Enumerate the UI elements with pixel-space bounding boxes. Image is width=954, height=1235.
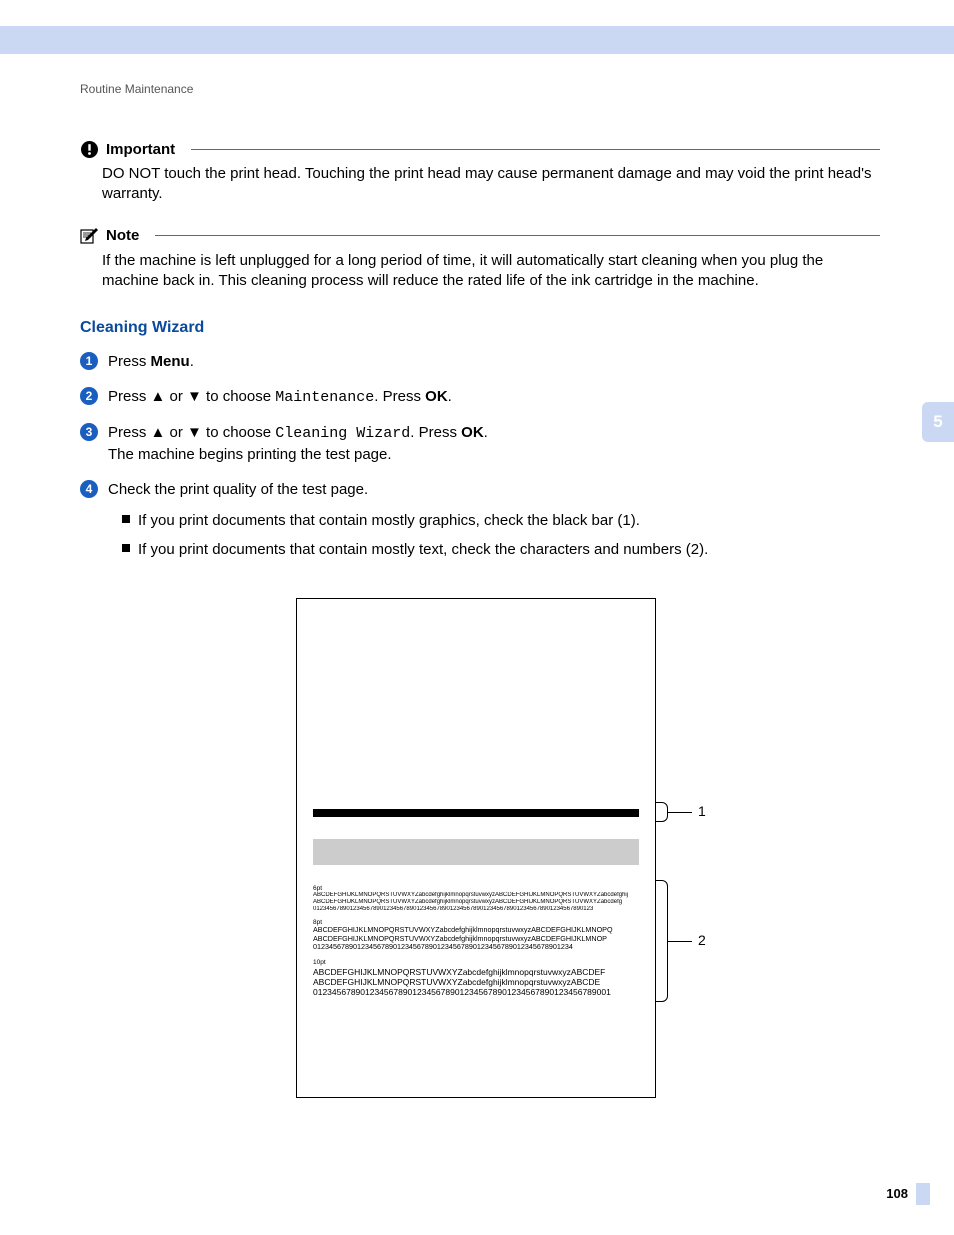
important-header: Important	[80, 140, 880, 158]
test-page-diagram: 6pt ABCDEFGHIJKLMNOPQRSTUVWXYZabcdefghij…	[296, 598, 716, 1118]
step-number-badge: 4	[80, 480, 98, 498]
text: If you print documents that contain most…	[138, 510, 640, 531]
text: If you print documents that contain most…	[138, 539, 708, 560]
important-title: Important	[106, 141, 175, 158]
gray-bar	[313, 839, 639, 865]
text: . Press	[410, 424, 461, 441]
note-icon	[80, 227, 98, 245]
list-item: If you print documents that contain most…	[122, 510, 708, 531]
text: Press	[108, 353, 151, 370]
section-title: Cleaning Wizard	[80, 319, 880, 337]
step-body: Press Menu.	[108, 351, 194, 372]
sample-line: ABCDEFGHIJKLMNOPQRSTUVWXYZabcdefghijklmn…	[313, 935, 639, 943]
text-sample-6pt: 6pt ABCDEFGHIJKLMNOPQRSTUVWXYZabcdefghij…	[313, 885, 639, 913]
text: Check the print quality of the test page…	[108, 481, 368, 498]
step-1: 1 Press Menu.	[80, 351, 880, 372]
text: Press ▲ or ▼ to choose	[108, 424, 275, 441]
note-body: If the machine is left unplugged for a l…	[80, 251, 880, 292]
text: . Press	[374, 388, 425, 405]
ok-key: OK	[461, 424, 484, 441]
menu-option: Cleaning Wizard	[275, 425, 410, 442]
step-number-badge: 1	[80, 352, 98, 370]
sample-line: ABCDEFGHIJKLMNOPQRSTUVWXYZabcdefghijklmn…	[313, 899, 639, 906]
text: .	[484, 424, 488, 441]
rule-line	[191, 149, 880, 150]
callout-label-1: 1	[698, 803, 706, 819]
step-4: 4 Check the print quality of the test pa…	[80, 479, 880, 568]
important-body: DO NOT touch the print head. Touching th…	[80, 164, 880, 205]
pt-label: 8pt	[313, 919, 639, 926]
callout-bracket	[656, 880, 668, 1002]
bullet-list: If you print documents that contain most…	[122, 510, 708, 560]
square-bullet-icon	[122, 544, 130, 552]
note-header: Note	[80, 227, 880, 245]
top-banner	[0, 26, 954, 54]
leader-line	[668, 941, 692, 942]
sample-line: ABCDEFGHIJKLMNOPQRSTUVWXYZabcdefghijklmn…	[313, 892, 639, 899]
step-body: Check the print quality of the test page…	[108, 479, 708, 568]
page-content: Important DO NOT touch the print head. T…	[80, 140, 880, 582]
callout-bracket	[656, 802, 668, 822]
note-callout: Note If the machine is left unplugged fo…	[80, 227, 880, 292]
leader-line	[668, 812, 692, 813]
sample-line: ABCDEFGHIJKLMNOPQRSTUVWXYZabcdefghijklmn…	[313, 967, 639, 977]
step-number-badge: 3	[80, 423, 98, 441]
step-body: Press ▲ or ▼ to choose Cleaning Wizard. …	[108, 422, 488, 465]
sample-line: ABCDEFGHIJKLMNOPQRSTUVWXYZabcdefghijklmn…	[313, 926, 639, 934]
page-number: 108	[886, 1186, 908, 1201]
step-body: Press ▲ or ▼ to choose Maintenance. Pres…	[108, 386, 452, 408]
text-sample-10pt: 10pt ABCDEFGHIJKLMNOPQRSTUVWXYZabcdefghi…	[313, 959, 639, 997]
chapter-tab: 5	[922, 402, 954, 442]
important-callout: Important DO NOT touch the print head. T…	[80, 140, 880, 205]
step-number-badge: 2	[80, 387, 98, 405]
text: .	[190, 353, 194, 370]
text-sample-8pt: 8pt ABCDEFGHIJKLMNOPQRSTUVWXYZabcdefghij…	[313, 919, 639, 951]
pt-label: 6pt	[313, 885, 639, 892]
ok-key: OK	[425, 388, 448, 405]
sample-line: 0123456789012345678901234567890123456789…	[313, 943, 639, 951]
black-bar	[313, 809, 639, 817]
text: Press ▲ or ▼ to choose	[108, 388, 275, 405]
rule-line	[155, 235, 880, 236]
menu-option: Maintenance	[275, 389, 374, 406]
exclamation-icon	[80, 140, 98, 158]
page-number-tab	[916, 1183, 930, 1205]
pt-label: 10pt	[313, 959, 639, 967]
sample-line: 0123456789012345678901234567890123456789…	[313, 987, 639, 997]
note-title: Note	[106, 227, 139, 244]
sample-line: 0123456789012345678901234567890123456789…	[313, 906, 639, 913]
test-page-sheet: 6pt ABCDEFGHIJKLMNOPQRSTUVWXYZabcdefghij…	[296, 598, 656, 1098]
square-bullet-icon	[122, 515, 130, 523]
list-item: If you print documents that contain most…	[122, 539, 708, 560]
sample-line: ABCDEFGHIJKLMNOPQRSTUVWXYZabcdefghijklmn…	[313, 977, 639, 987]
text: .	[448, 388, 452, 405]
step-2: 2 Press ▲ or ▼ to choose Maintenance. Pr…	[80, 386, 880, 408]
breadcrumb: Routine Maintenance	[80, 82, 193, 96]
step-3: 3 Press ▲ or ▼ to choose Cleaning Wizard…	[80, 422, 880, 465]
callout-label-2: 2	[698, 932, 706, 948]
menu-key: Menu	[151, 353, 190, 370]
text: The machine begins printing the test pag…	[108, 446, 392, 463]
